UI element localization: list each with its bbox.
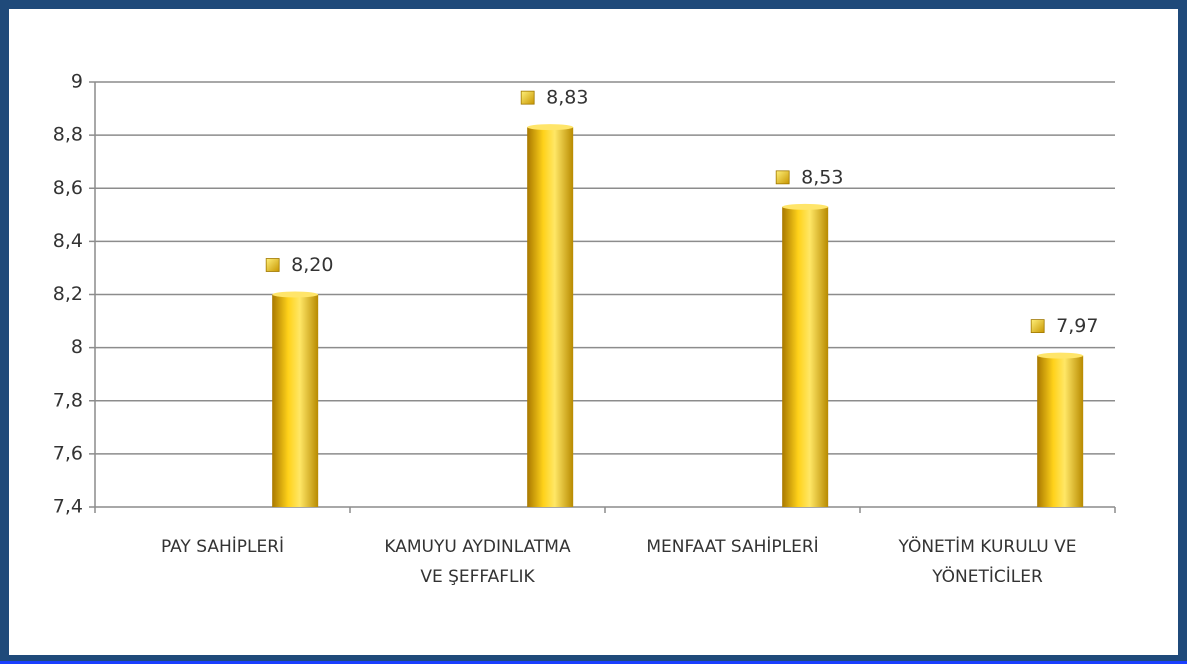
bar [1037,355,1084,507]
label-marker [265,258,280,272]
y-tick-label: 8,8 [53,124,83,146]
bar-cap [272,291,319,298]
value-label: 8,53 [801,166,843,188]
bar [782,206,829,507]
bar-cap [1037,352,1084,359]
value-label: 7,97 [1056,315,1098,337]
bar [527,127,574,507]
y-tick-label: 8,2 [53,283,83,305]
bar-cap [782,203,829,210]
label-marker [520,90,535,105]
y-tick-label: 9 [71,71,83,93]
x-tick-label: MENFAAT SAHİPLERİ [646,537,819,557]
label-marker [775,170,790,185]
y-tick-label: 7,8 [53,389,83,411]
y-tick-label: 7,4 [53,496,83,518]
y-tick-label: 7,6 [53,442,83,464]
bar [272,294,319,507]
value-label: 8,20 [291,254,333,276]
y-tick-label: 8,4 [53,230,83,252]
label-marker [1030,319,1045,333]
x-tick-label: KAMUYU AYDINLATMA VE ŞEFFAFLIK [384,537,571,587]
value-label: 8,83 [546,87,588,109]
x-tick-label: PAY SAHİPLERİ [160,537,285,557]
x-tick-label: YÖNETİM KURULU VE YÖNETİCİLER [898,537,1077,587]
bar-cap [527,124,574,131]
y-tick-label: 8,6 [53,177,83,199]
y-tick-label: 8 [71,336,83,358]
